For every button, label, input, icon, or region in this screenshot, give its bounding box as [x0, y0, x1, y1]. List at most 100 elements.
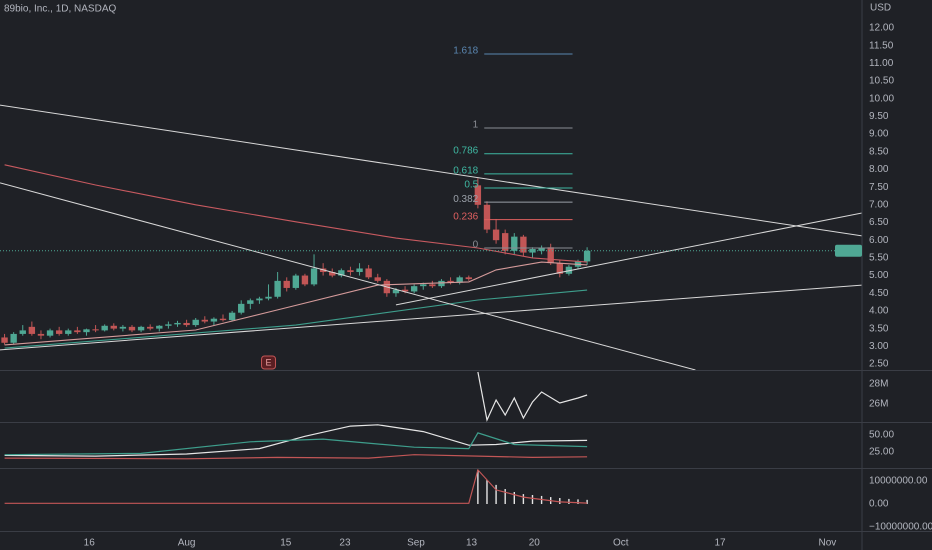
candle-body	[1, 337, 8, 343]
candle-body	[511, 236, 518, 251]
y-tick-label: 3.00	[869, 341, 889, 352]
y-tick-label: 12.00	[869, 23, 894, 34]
candle-body	[37, 333, 45, 336]
candle-body	[201, 319, 208, 322]
trend-line	[395, 212, 862, 306]
y-tick-label: 10.50	[869, 76, 894, 87]
pane	[477, 371, 588, 422]
x-tick-label: 23	[339, 538, 351, 549]
moving-average	[4, 261, 588, 346]
candle-body	[374, 277, 381, 281]
series-line	[4, 424, 588, 457]
y-tick-label: 0.00	[869, 499, 889, 510]
candle-body	[456, 277, 463, 283]
candle-body	[238, 303, 245, 313]
fib-label: 1	[473, 120, 479, 131]
last-price-badge	[835, 244, 862, 257]
candle-body	[228, 312, 236, 321]
candle-body	[92, 329, 99, 331]
candle-body	[501, 233, 509, 251]
candle-body	[338, 270, 345, 276]
trend-line	[0, 284, 862, 351]
x-tick-label: 15	[280, 538, 292, 549]
candle-body	[101, 325, 108, 331]
candle-body	[347, 270, 354, 273]
fib-label: 0.5	[464, 180, 478, 191]
candle-body	[365, 268, 372, 278]
candle-body	[438, 280, 445, 287]
series-line	[4, 468, 588, 504]
pane: 1.618 1 0.786 0.618 0.5 0.382 0.236 0 E	[0, 46, 862, 370]
y-tick-label: 8.00	[869, 164, 889, 175]
candle-body	[137, 326, 145, 331]
y-tick-label: 7.50	[869, 182, 889, 193]
candle-body	[447, 280, 454, 283]
y-tick-label: 50.00	[869, 430, 894, 441]
y-tick-label: 26M	[869, 399, 888, 410]
candle-body	[10, 333, 17, 343]
series-line	[4, 432, 588, 456]
earnings-label: E	[266, 357, 272, 367]
x-tick-label: Aug	[178, 538, 196, 549]
candle-body	[547, 247, 554, 264]
y-tick-label: 25.00	[869, 447, 894, 458]
y-tick-label: 5.00	[869, 270, 889, 281]
candle-body	[538, 247, 545, 251]
series-line	[4, 454, 588, 460]
pane	[4, 468, 588, 504]
candle-body	[219, 318, 227, 321]
candle-body	[274, 280, 281, 297]
candle-body	[65, 330, 72, 334]
candle-body	[247, 300, 254, 304]
candle-body	[156, 325, 163, 329]
candle-body	[420, 284, 427, 287]
candle-body	[28, 326, 36, 334]
candle-body	[46, 330, 54, 336]
moving-average	[4, 289, 588, 349]
candle-body	[192, 319, 199, 326]
candle-body	[19, 330, 26, 334]
y-tick-label: 3.50	[869, 323, 889, 334]
y-tick-label: 4.00	[869, 306, 889, 317]
fib-label: 0.382	[453, 194, 478, 205]
candle-body	[119, 326, 127, 329]
fib-label: 0	[473, 240, 479, 251]
candle-body	[74, 330, 81, 333]
candle-body	[520, 236, 527, 253]
candle-body	[529, 249, 536, 253]
candle-body	[474, 185, 482, 205]
candle-body	[583, 250, 591, 262]
candle-body	[128, 326, 136, 331]
candle-body	[183, 322, 190, 326]
candle-body	[165, 324, 172, 326]
y-tick-label: 10.00	[869, 93, 894, 104]
candle-body	[310, 268, 318, 285]
currency-label: USD	[870, 3, 891, 14]
plot: 1.618 1 0.786 0.618 0.5 0.382 0.236 0 E	[0, 46, 862, 504]
x-tick-label: 17	[714, 538, 726, 549]
candle-body	[410, 286, 418, 292]
x-tick-label: Oct	[613, 538, 629, 549]
candle-body	[110, 325, 117, 329]
candle-body	[429, 284, 436, 287]
x-tick-label: 20	[529, 538, 541, 549]
candle-body	[265, 296, 272, 299]
pane	[4, 424, 588, 460]
y-tick-label: 5.50	[869, 253, 889, 264]
moving-average	[4, 164, 588, 263]
chart-title: 89bio, Inc., 1D, NASDAQ	[4, 4, 116, 15]
fib-label: 0.236	[453, 211, 478, 222]
series-line	[477, 371, 588, 422]
fib-label: 0.618	[453, 165, 478, 176]
candle-body	[392, 289, 400, 294]
candle-body	[292, 275, 300, 288]
fib-label: 0.786	[453, 145, 478, 156]
y-tick-label: 28M	[869, 379, 888, 390]
earnings-badge	[261, 355, 277, 370]
y-tick-label: 2.50	[869, 359, 889, 370]
y-tick-label: 10000000.00	[869, 476, 928, 487]
candle-body	[556, 263, 563, 274]
candle-body	[356, 268, 363, 273]
